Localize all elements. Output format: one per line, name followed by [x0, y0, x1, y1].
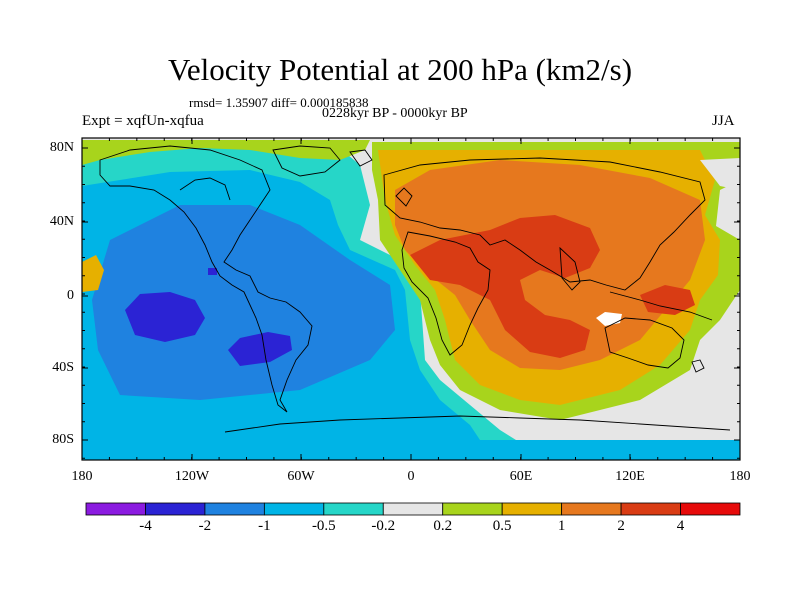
colorbar-label: 0.2 [433, 518, 453, 534]
lon-label: 180 [71, 469, 93, 484]
colorbar-label: -1 [258, 518, 271, 534]
colorbar-swatch [382, 502, 444, 516]
colorbar-label: 4 [676, 518, 685, 534]
chart-title: Velocity Potential at 200 hPa (km2/s) [167, 52, 633, 87]
period-text: 0228kyr BP - 0000kyr BP [322, 106, 468, 121]
lon-label: 0 [407, 469, 415, 484]
lat-label: 40N [49, 214, 74, 229]
lon-label: 120E [615, 469, 645, 484]
lon-label: 180 [729, 469, 751, 484]
rmsd-diff-text: rmsd= 1.35907 diff= 0.000185838 [189, 95, 369, 110]
experiment-label: Expt = xqfUn-xqfua [82, 113, 204, 129]
colorbar-label: -4 [139, 518, 152, 534]
colorbar-swatch [85, 502, 146, 516]
colorbar-label: -0.2 [371, 518, 396, 534]
colorbar-swatch [620, 502, 681, 516]
colorbar-label: 1 [557, 518, 566, 534]
lon-label: 60W [287, 469, 315, 484]
lat-label: 40S [52, 360, 74, 375]
lat-label: 0 [67, 288, 74, 303]
colorbar-label: -2 [198, 518, 212, 534]
lat-label: 80N [49, 140, 74, 155]
colorbar-swatch [501, 502, 563, 516]
colorbar-swatch [323, 502, 384, 516]
colorbar-swatch [204, 502, 265, 516]
lon-label: 120W [174, 469, 210, 484]
axis-ticks [81, 138, 741, 460]
colorbar-label: 0.5 [492, 518, 512, 534]
season-label: JJA [712, 113, 735, 129]
contour-field [82, 138, 740, 460]
lat-label: 80S [52, 432, 74, 447]
colorbar-swatch [442, 502, 503, 516]
lon-label: 60E [509, 469, 533, 484]
colorbar-swatch [145, 502, 206, 516]
colorbar [85, 502, 741, 516]
coastlines [99, 145, 731, 433]
colorbar-swatch [680, 502, 741, 516]
colorbar-label: 2 [617, 518, 625, 534]
colorbar-swatch [561, 502, 622, 516]
colorbar-label: -0.5 [311, 518, 336, 534]
colorbar-swatch [263, 502, 325, 516]
